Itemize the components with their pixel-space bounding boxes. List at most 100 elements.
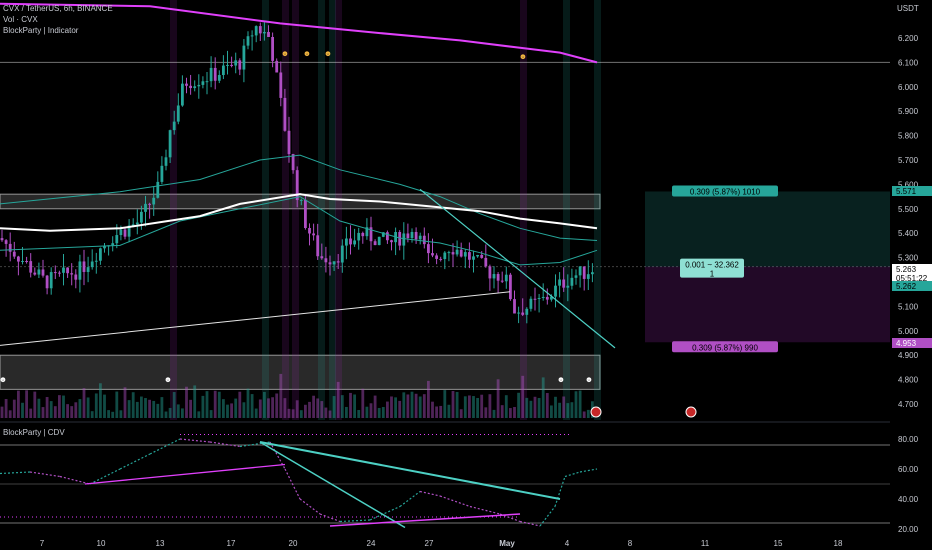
volume-bar (37, 398, 41, 418)
flag-event-icon (590, 406, 602, 418)
volume-bar (115, 391, 119, 418)
volume-bar (230, 403, 233, 418)
volume-bar (369, 403, 373, 418)
volume-bar (53, 406, 57, 418)
highlight-bar (282, 0, 289, 420)
candle-body (324, 258, 328, 263)
volume-bar (513, 406, 516, 418)
cdv-segment (149, 438, 181, 455)
lower-price-tag-text: 4.953 (896, 339, 917, 348)
target-label-bg (672, 185, 778, 197)
cdv-segment (0, 471, 31, 475)
candle-body (349, 238, 352, 245)
volume-bar (463, 396, 467, 418)
entry-label-text: 0.001 ~ 32.362 (685, 261, 739, 270)
volume-bar (62, 395, 65, 418)
cdv-segment (209, 441, 241, 448)
volume-legend[interactable]: Vol · CVX (3, 15, 38, 24)
candle-body (111, 243, 115, 246)
volume-bar (193, 385, 197, 418)
volume-bar (25, 390, 28, 418)
cdv-segment (179, 438, 211, 443)
volume-bar (480, 394, 484, 418)
volume-bar (12, 399, 16, 418)
volume-bar (246, 388, 250, 418)
candle-body (496, 274, 500, 281)
volume-bar (459, 409, 463, 418)
indicator-legend[interactable]: BlockParty | Indicator (3, 26, 79, 35)
volume-bar (8, 410, 12, 418)
candle-body (234, 60, 238, 66)
candle-body (230, 64, 233, 66)
volume-bar (78, 399, 82, 418)
cdv-trendline (329, 513, 521, 527)
candle-body (386, 232, 389, 241)
candle-body (304, 199, 307, 229)
candle-body (373, 241, 377, 246)
cdv-legend[interactable]: BlockParty | CDV (3, 428, 65, 437)
cdv-segment (554, 476, 566, 507)
candle-body (545, 296, 549, 300)
candle-body (94, 260, 98, 262)
cdv-segment (564, 471, 581, 478)
candle-body (4, 240, 8, 244)
bull-face-icon: ☻ (557, 375, 565, 384)
candle-body (222, 65, 225, 76)
volume-bar (181, 408, 184, 418)
candle-body (422, 235, 426, 245)
candle-body (353, 240, 356, 245)
candle-body (390, 240, 393, 243)
volume-bar (156, 403, 160, 418)
candle-body (369, 227, 373, 242)
candle-body (197, 84, 201, 87)
channel-upper-line (0, 154, 598, 241)
candle-body (115, 235, 119, 244)
candle-body (275, 60, 279, 73)
candle-body (492, 274, 496, 279)
candle-body (131, 224, 135, 226)
candle-body (74, 274, 78, 280)
volume-bar (0, 406, 4, 418)
volume-bar (386, 401, 389, 418)
volume-bar (86, 397, 90, 418)
candle-body (410, 231, 414, 239)
candle-body (193, 86, 197, 89)
cdv-segment (89, 468, 121, 485)
candle-body (148, 203, 151, 205)
candle-body (49, 272, 53, 289)
cdv-segment (319, 513, 341, 523)
candle-body (53, 272, 57, 274)
candle-body (17, 256, 20, 262)
candle-body (427, 244, 430, 254)
cdv-segment (29, 471, 61, 478)
symbol-legend[interactable]: CVX / TetherUS, 6h, BINANCE (3, 4, 113, 13)
candle-body (82, 261, 86, 272)
candle-body (263, 31, 266, 34)
candle-body (8, 243, 12, 252)
candle-body (291, 154, 295, 171)
highlight-bar (563, 0, 570, 420)
volume-bar (574, 391, 578, 418)
upper-price-tag-text: 5.571 (896, 187, 917, 196)
bear-face-icon: ☻ (303, 49, 311, 58)
candle-body (312, 233, 315, 236)
candle-body (431, 253, 434, 256)
volume-bar (135, 401, 139, 418)
support-trendline (0, 291, 511, 346)
candle-body (287, 130, 291, 155)
candle-body (550, 296, 553, 300)
highlight-bar (520, 0, 527, 420)
volume-bar (205, 391, 209, 418)
volume-bar (152, 400, 156, 418)
candle-body (558, 279, 561, 286)
cdv-segment (519, 520, 541, 527)
cdv-tick-label: 20.00 (898, 525, 919, 534)
volume-bar (291, 409, 295, 418)
volume-bar (443, 390, 447, 418)
price-tick-label: 5.100 (898, 302, 919, 311)
time-tick-label: May (499, 539, 515, 548)
volume-bar (299, 410, 303, 418)
volume-bar (99, 383, 102, 418)
candle-body (66, 267, 69, 274)
